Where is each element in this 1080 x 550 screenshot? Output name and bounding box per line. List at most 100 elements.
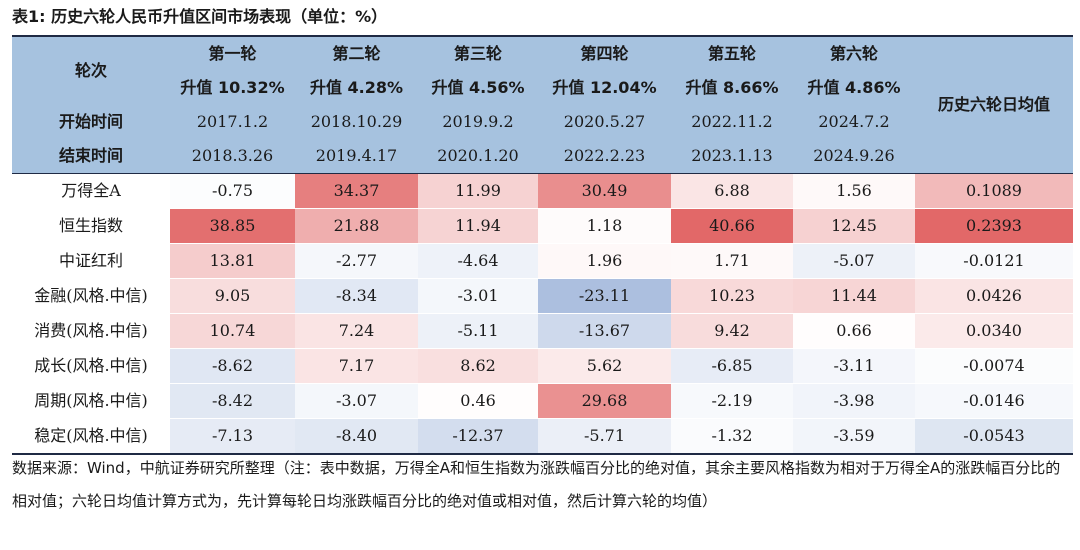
table-row: 恒生指数 38.85 21.88 11.94 1.18 40.66 12.45 … <box>12 208 1073 244</box>
cell-value: 6.88 <box>671 173 793 209</box>
cell-value: -3.98 <box>793 383 915 419</box>
header-start-label: 开始时间 <box>12 105 170 139</box>
cell-value: 13.81 <box>170 243 295 279</box>
header-round-name: 第二轮 <box>295 37 418 71</box>
header-row-start: 开始时间 2017.1.2 2018.10.29 2019.9.2 2020.5… <box>12 105 1073 139</box>
table-row: 稳定(风格.中信) -7.13 -8.40 -12.37 -5.71 -1.32… <box>12 418 1073 455</box>
cell-value: -8.42 <box>170 383 295 419</box>
cell-value: 30.49 <box>538 173 671 209</box>
cell-value: 5.62 <box>538 348 671 384</box>
header-round-name: 第四轮 <box>538 37 671 71</box>
table-row: 成长(风格.中信) -8.62 7.17 8.62 5.62 -6.85 -3.… <box>12 348 1073 384</box>
cell-value: 34.37 <box>295 173 418 209</box>
cell-avg: -0.0074 <box>915 348 1073 384</box>
cell-value: 8.62 <box>418 348 538 384</box>
cell-value: 7.24 <box>295 313 418 349</box>
cell-value: -0.75 <box>170 173 295 209</box>
cell-value: -3.01 <box>418 278 538 314</box>
header-end-date: 2018.3.26 <box>170 139 295 174</box>
source-note: 数据来源：Wind，中航证券研究所整理（注：表中数据，万得全A和恒生指数为涨跌幅… <box>12 459 1061 510</box>
cell-value: 40.66 <box>671 208 793 244</box>
cell-value: -2.77 <box>295 243 418 279</box>
header-round-gain: 升值 4.56% <box>418 71 538 105</box>
cell-value: 9.42 <box>671 313 793 349</box>
cell-value: -8.62 <box>170 348 295 384</box>
header-end-label: 结束时间 <box>12 139 170 174</box>
header-start-date: 2020.5.27 <box>538 105 671 139</box>
table-row: 万得全A -0.75 34.37 11.99 30.49 6.88 1.56 0… <box>12 173 1073 209</box>
cell-value: 38.85 <box>170 208 295 244</box>
performance-table: 轮次 第一轮 第二轮 第三轮 第四轮 第五轮 第六轮 历史六轮日均值 升值 10… <box>12 37 1073 455</box>
cell-value: 12.45 <box>793 208 915 244</box>
cell-value: 1.18 <box>538 208 671 244</box>
cell-value: -8.40 <box>295 418 418 455</box>
cell-value: 0.46 <box>418 383 538 419</box>
row-label: 恒生指数 <box>12 208 170 244</box>
cell-value: 11.94 <box>418 208 538 244</box>
header-round-name: 第六轮 <box>793 37 915 71</box>
header-end-date: 2024.9.26 <box>793 139 915 174</box>
header-round-gain: 升值 12.04% <box>538 71 671 105</box>
header-start-date: 2018.10.29 <box>295 105 418 139</box>
header-avg-label: 历史六轮日均值 <box>915 37 1073 174</box>
row-label: 稳定(风格.中信) <box>12 418 170 455</box>
header-start-date: 2022.11.2 <box>671 105 793 139</box>
header-end-date: 2023.1.13 <box>671 139 793 174</box>
header-end-date: 2022.2.23 <box>538 139 671 174</box>
header-end-date: 2020.1.20 <box>418 139 538 174</box>
cell-value: -12.37 <box>418 418 538 455</box>
header-start-date: 2017.1.2 <box>170 105 295 139</box>
row-label: 周期(风格.中信) <box>12 383 170 419</box>
table-title: 表1: 历史六轮人民币升值区间市场表现（单位：%） <box>12 7 388 26</box>
header-row-round: 轮次 第一轮 第二轮 第三轮 第四轮 第五轮 第六轮 历史六轮日均值 <box>12 37 1073 174</box>
row-label: 消费(风格.中信) <box>12 313 170 349</box>
header-end-date: 2019.4.17 <box>295 139 418 174</box>
cell-value: -6.85 <box>671 348 793 384</box>
cell-value: -5.11 <box>418 313 538 349</box>
cell-value: 10.23 <box>671 278 793 314</box>
header-round-name: 第五轮 <box>671 37 793 71</box>
cell-avg: -0.0121 <box>915 243 1073 279</box>
cell-value: -3.11 <box>793 348 915 384</box>
table-row: 消费(风格.中信) 10.74 7.24 -5.11 -13.67 9.42 0… <box>12 313 1073 349</box>
row-label: 成长(风格.中信) <box>12 348 170 384</box>
cell-value: -2.19 <box>671 383 793 419</box>
cell-value: -7.13 <box>170 418 295 455</box>
cell-value: 1.56 <box>793 173 915 209</box>
header-round-gain: 升值 8.66% <box>671 71 793 105</box>
cell-value: 11.99 <box>418 173 538 209</box>
header-round-name: 第三轮 <box>418 37 538 71</box>
row-label: 万得全A <box>12 173 170 209</box>
cell-value: -1.32 <box>671 418 793 455</box>
table-header: 轮次 第一轮 第二轮 第三轮 第四轮 第五轮 第六轮 历史六轮日均值 升值 10… <box>12 37 1073 174</box>
cell-value: -3.07 <box>295 383 418 419</box>
cell-value: -5.07 <box>793 243 915 279</box>
table-body: 万得全A -0.75 34.37 11.99 30.49 6.88 1.56 0… <box>12 173 1073 455</box>
cell-value: -5.71 <box>538 418 671 455</box>
cell-value: -3.59 <box>793 418 915 455</box>
header-round-gain: 升值 10.32% <box>170 71 295 105</box>
cell-value: -8.34 <box>295 278 418 314</box>
cell-avg: 0.0426 <box>915 278 1073 314</box>
cell-value: 9.05 <box>170 278 295 314</box>
header-round-gain: 升值 4.86% <box>793 71 915 105</box>
cell-avg: -0.0146 <box>915 383 1073 419</box>
header-row-end: 结束时间 2018.3.26 2019.4.17 2020.1.20 2022.… <box>12 139 1073 174</box>
row-label: 中证红利 <box>12 243 170 279</box>
header-start-date: 2024.7.2 <box>793 105 915 139</box>
row-label: 金融(风格.中信) <box>12 278 170 314</box>
table-row: 金融(风格.中信) 9.05 -8.34 -3.01 -23.11 10.23 … <box>12 278 1073 314</box>
cell-value: 0.66 <box>793 313 915 349</box>
header-start-date: 2019.9.2 <box>418 105 538 139</box>
cell-value: -13.67 <box>538 313 671 349</box>
header-row-gain: 升值 10.32% 升值 4.28% 升值 4.56% 升值 12.04% 升值… <box>12 71 1073 105</box>
cell-avg: 0.0340 <box>915 313 1073 349</box>
top-rule <box>12 35 1073 37</box>
cell-value: 7.17 <box>295 348 418 384</box>
table-row: 中证红利 13.81 -2.77 -4.64 1.96 1.71 -5.07 -… <box>12 243 1073 279</box>
header-round-name: 第一轮 <box>170 37 295 71</box>
cell-avg: 0.2393 <box>915 208 1073 244</box>
cell-value: 21.88 <box>295 208 418 244</box>
cell-value: 10.74 <box>170 313 295 349</box>
cell-avg: -0.0543 <box>915 418 1073 455</box>
